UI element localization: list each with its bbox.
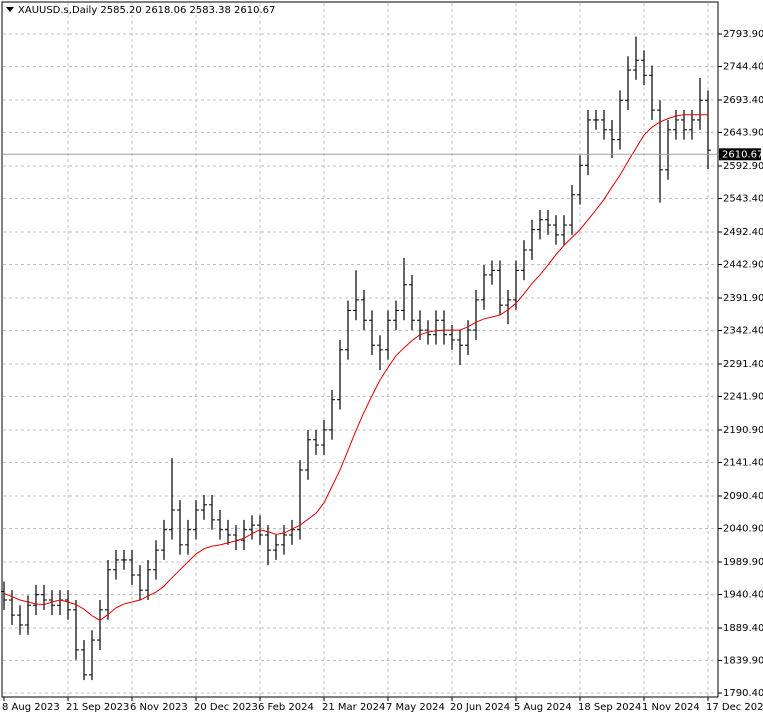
y-tick-label: 2241.90 — [723, 391, 763, 402]
y-tick-label: 1889.40 — [723, 623, 763, 634]
x-tick-label: 18 Sep 2024 — [578, 702, 641, 713]
y-tick-label: 2793.90 — [723, 29, 763, 40]
y-tick-label: 1790.40 — [723, 688, 763, 699]
y-tick-label: 2492.40 — [723, 227, 763, 238]
x-tick-label: 20 Jun 2024 — [450, 702, 510, 713]
y-tick-label: 2040.90 — [723, 523, 763, 534]
y-tick-label: 2141.40 — [723, 457, 763, 468]
moving-average — [3, 114, 708, 621]
x-tick-label: 7 May 2024 — [386, 702, 445, 713]
x-tick-label: 21 Sep 2023 — [66, 702, 129, 713]
x-tick-label: 21 Mar 2024 — [322, 702, 385, 713]
y-tick-label: 2291.40 — [723, 359, 763, 370]
y-tick-label: 2693.40 — [723, 95, 763, 106]
chart-title: XAUUSD.s,Daily 2585.20 2618.06 2583.38 2… — [18, 5, 275, 16]
y-tick-label: 2543.40 — [723, 193, 763, 204]
x-tick-label: 8 Aug 2023 — [2, 702, 60, 713]
y-tick-label: 1940.40 — [723, 589, 763, 600]
y-tick-label: 2190.90 — [723, 425, 763, 436]
y-tick-label: 2744.40 — [723, 61, 763, 72]
x-tick-label: 20 Dec 2023 — [194, 702, 258, 713]
y-tick-label: 2643.90 — [723, 127, 763, 138]
last-price-label: 2610.67 — [722, 149, 763, 160]
y-tick-label: 2342.40 — [723, 325, 763, 336]
x-tick-label: 1 Nov 2024 — [642, 702, 700, 713]
x-tick-label: 6 Nov 2023 — [130, 702, 188, 713]
y-tick-label: 2592.90 — [723, 161, 763, 172]
y-tick-label: 1839.90 — [723, 655, 763, 666]
y-tick-label: 2090.40 — [723, 491, 763, 502]
y-tick-label: 2442.90 — [723, 259, 763, 270]
x-tick-label: 17 Dec 2024 — [706, 702, 763, 713]
x-tick-label: 6 Feb 2024 — [258, 702, 314, 713]
menu-arrow — [6, 7, 14, 12]
y-tick-label: 1989.90 — [723, 557, 763, 568]
plot-frame — [1, 1, 719, 698]
x-tick-label: 5 Aug 2024 — [514, 702, 572, 713]
y-tick-label: 2391.90 — [723, 293, 763, 304]
last-price-box — [719, 148, 761, 161]
